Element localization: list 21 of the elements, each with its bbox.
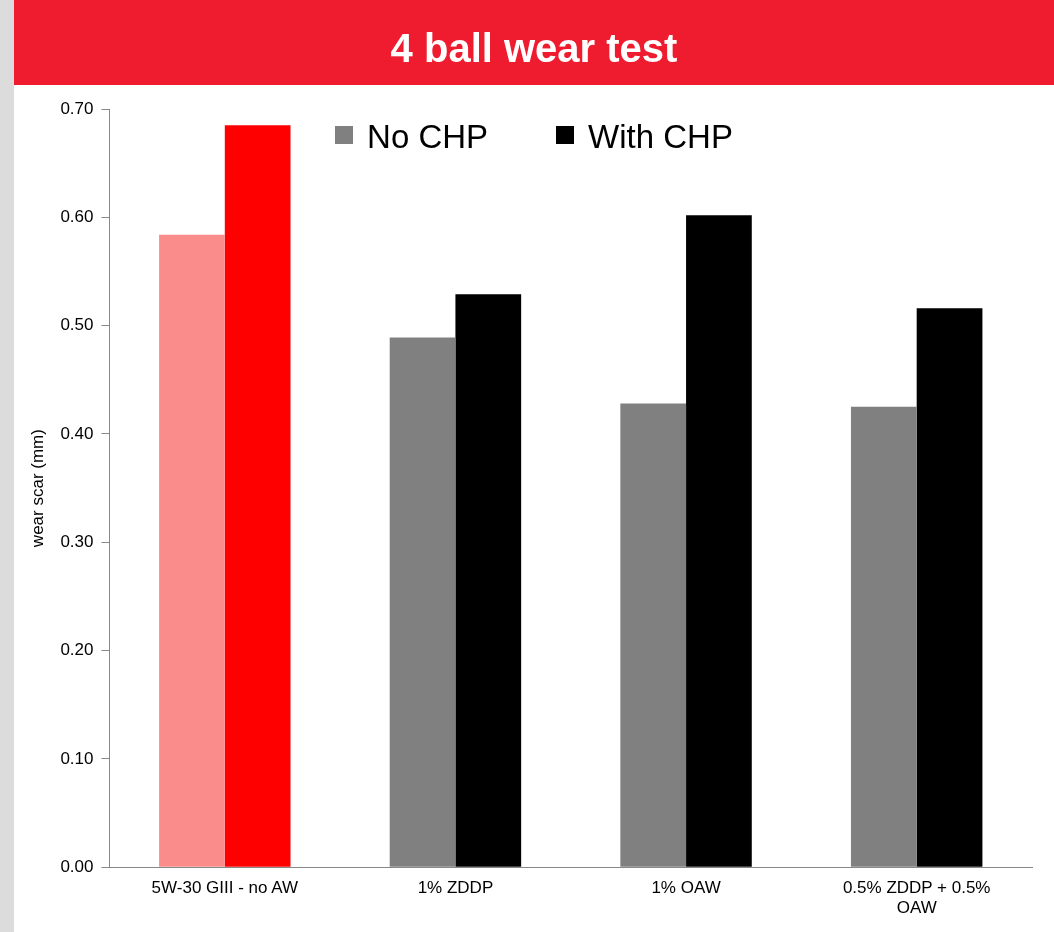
y-tick-label: 0.50	[60, 315, 94, 335]
x-tick-label: 0.5% ZDDP + 0.5% OAW	[842, 878, 991, 918]
y-tick-label: 0.10	[60, 748, 94, 768]
y-tick-label: 0.00	[60, 856, 94, 876]
bar	[455, 294, 522, 867]
bar	[916, 308, 983, 867]
y-axis-title: wear scar (mm)	[27, 429, 47, 549]
chart-title: 4 ball wear test	[14, 0, 1054, 85]
y-tick-label: 0.20	[60, 640, 94, 660]
bar	[224, 125, 291, 867]
x-tick-label: 1% OAW	[651, 878, 721, 898]
legend-label: No CHP	[366, 118, 489, 156]
x-tick-label: 1% ZDDP	[417, 878, 494, 898]
y-tick-label: 0.40	[60, 423, 94, 443]
legend-label: With CHP	[587, 118, 733, 156]
x-tick-label: 5W-30 GIII - no AW	[151, 878, 299, 898]
y-tick-label: 0.30	[60, 531, 94, 551]
y-tick-label: 0.70	[60, 98, 94, 118]
y-tick-label: 0.60	[60, 207, 94, 226]
bar	[159, 234, 225, 867]
bar	[686, 215, 752, 867]
